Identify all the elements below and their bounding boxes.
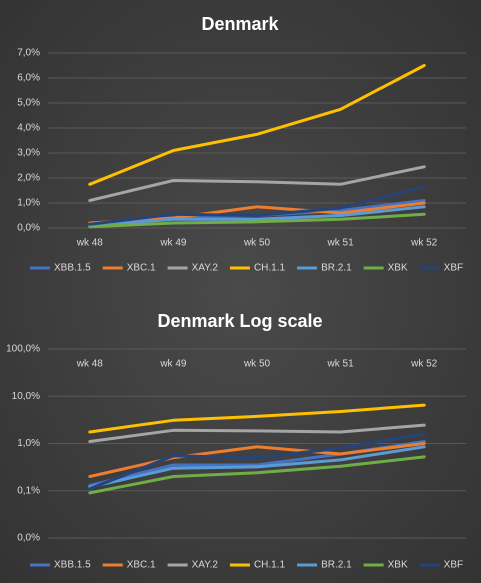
- x-tick-label: wk 49: [159, 359, 187, 370]
- legend-label: XBC.1: [127, 263, 156, 274]
- x-tick-label: wk 48: [76, 359, 104, 370]
- legend-label: CH.1.1: [254, 263, 286, 274]
- legend-label: XBB.1.5: [54, 263, 91, 274]
- legend-label: XAY.2: [192, 263, 219, 274]
- x-tick-label: wk 52: [410, 359, 438, 370]
- y-tick-label: 0,0%: [17, 223, 40, 234]
- series-line: [88, 64, 426, 186]
- y-tick-label: 5,0%: [17, 98, 40, 109]
- y-tick-label: 100,0%: [6, 344, 40, 355]
- y-tick-label: 4,0%: [17, 123, 40, 134]
- chart-title: Denmark: [201, 14, 279, 34]
- x-tick-label: wk 50: [243, 359, 271, 370]
- legend-label: XBB.1.5: [54, 560, 91, 571]
- legend-label: XBF: [444, 263, 463, 274]
- y-tick-label: 1,0%: [17, 438, 40, 449]
- x-tick-label: wk 49: [159, 238, 187, 249]
- series-line: [88, 165, 426, 202]
- y-tick-label: 2,0%: [17, 173, 40, 184]
- y-tick-label: 0,0%: [17, 533, 40, 544]
- series-line: [88, 212, 426, 229]
- series-line: [88, 442, 426, 478]
- x-tick-label: wk 51: [327, 359, 355, 370]
- x-tick-label: wk 48: [76, 238, 104, 249]
- series-line: [88, 185, 426, 226]
- legend-label: XBK: [388, 560, 408, 571]
- legend-label: BR.2.1: [321, 560, 352, 571]
- series-line: [88, 455, 426, 495]
- y-tick-label: 0,1%: [17, 485, 40, 496]
- series-line: [88, 432, 426, 491]
- y-tick-label: 3,0%: [17, 148, 40, 159]
- chart-title: Denmark Log scale: [157, 311, 322, 331]
- x-tick-label: wk 50: [243, 238, 271, 249]
- legend-label: XBC.1: [127, 560, 156, 571]
- legend-label: XBF: [444, 560, 463, 571]
- y-tick-label: 6,0%: [17, 73, 40, 84]
- legend-label: BR.2.1: [321, 263, 352, 274]
- legend-label: XBK: [388, 263, 408, 274]
- legend-label: CH.1.1: [254, 560, 286, 571]
- x-tick-label: wk 52: [410, 238, 438, 249]
- y-tick-label: 10,0%: [12, 391, 40, 402]
- x-tick-label: wk 51: [327, 238, 355, 249]
- series-line: [88, 445, 426, 489]
- series-line: [88, 423, 426, 443]
- y-tick-label: 1,0%: [17, 198, 40, 209]
- series-line: [88, 403, 426, 434]
- legend-label: XAY.2: [192, 560, 219, 571]
- series-line: [88, 201, 426, 225]
- series-line: [88, 205, 426, 227]
- y-tick-label: 7,0%: [17, 48, 40, 59]
